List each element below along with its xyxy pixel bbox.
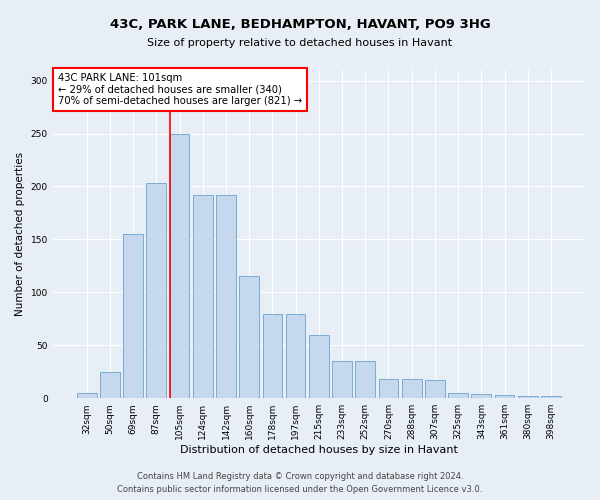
X-axis label: Distribution of detached houses by size in Havant: Distribution of detached houses by size … xyxy=(180,445,458,455)
Bar xyxy=(472,394,491,398)
Y-axis label: Number of detached properties: Number of detached properties xyxy=(15,152,25,316)
Bar xyxy=(402,379,422,398)
Bar xyxy=(170,134,190,398)
Bar xyxy=(425,380,445,398)
Bar xyxy=(263,314,282,398)
Bar xyxy=(100,372,120,398)
Bar xyxy=(448,393,468,398)
Bar xyxy=(355,361,375,398)
Text: 43C, PARK LANE, BEDHAMPTON, HAVANT, PO9 3HG: 43C, PARK LANE, BEDHAMPTON, HAVANT, PO9 … xyxy=(110,18,490,30)
Bar xyxy=(309,334,329,398)
Bar xyxy=(494,395,514,398)
Bar xyxy=(77,393,97,398)
Bar xyxy=(193,195,212,398)
Bar xyxy=(286,314,305,398)
Bar xyxy=(379,379,398,398)
Text: Contains HM Land Registry data © Crown copyright and database right 2024.
Contai: Contains HM Land Registry data © Crown c… xyxy=(118,472,482,494)
Bar xyxy=(239,276,259,398)
Bar xyxy=(332,361,352,398)
Text: 43C PARK LANE: 101sqm
← 29% of detached houses are smaller (340)
70% of semi-det: 43C PARK LANE: 101sqm ← 29% of detached … xyxy=(58,74,302,106)
Bar xyxy=(146,184,166,398)
Bar xyxy=(541,396,561,398)
Bar xyxy=(123,234,143,398)
Bar xyxy=(518,396,538,398)
Text: Size of property relative to detached houses in Havant: Size of property relative to detached ho… xyxy=(148,38,452,48)
Bar xyxy=(216,195,236,398)
